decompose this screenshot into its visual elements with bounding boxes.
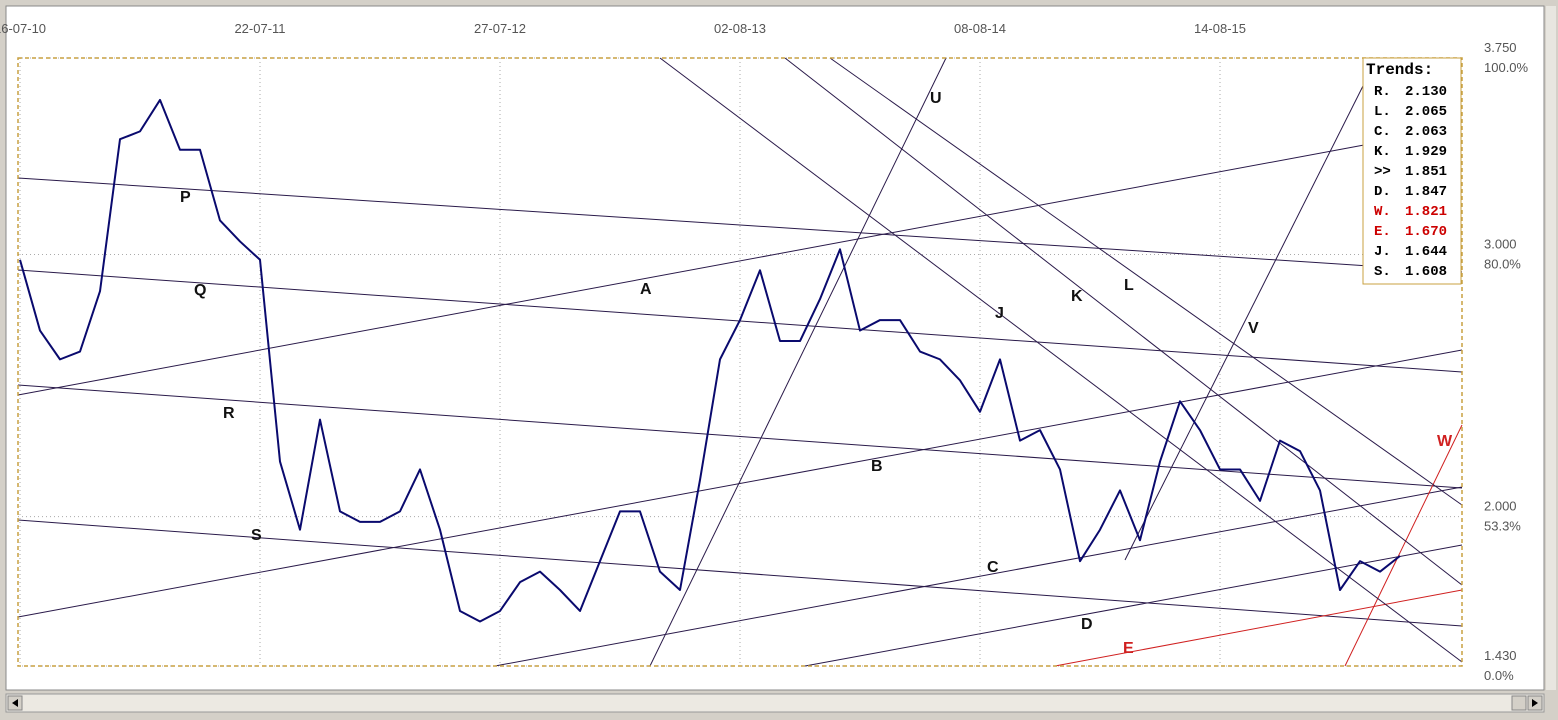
- annotation: Q: [194, 282, 206, 299]
- trend-line-red: [1054, 589, 1463, 667]
- chart-background: [5, 5, 1545, 691]
- trend-line: [829, 57, 1463, 506]
- x-tick-label: 27-07-12: [474, 21, 526, 36]
- x-tick-label: 16-07-10: [0, 21, 46, 36]
- legend-value: 1.929: [1405, 144, 1447, 160]
- side-strip: [1546, 6, 1556, 690]
- legend-name: K.: [1374, 144, 1391, 160]
- y-tick-percent: 100.0%: [1484, 60, 1529, 75]
- x-tick-label: 22-07-11: [234, 21, 285, 36]
- legend-value: 1.851: [1405, 164, 1447, 180]
- annotation: C: [987, 559, 999, 576]
- trend-line: [17, 349, 1463, 618]
- annotations: P Q R S A B C D E U J K L V W: [180, 90, 1453, 657]
- legend-title: Trends:: [1366, 61, 1433, 79]
- legend-name: C.: [1374, 124, 1391, 140]
- scroll-left-arrow: [12, 699, 18, 707]
- legend-value: 1.670: [1405, 224, 1447, 240]
- annotation: B: [871, 458, 883, 475]
- legend-value: 1.821: [1405, 204, 1447, 220]
- series: [19, 98, 1401, 623]
- annotation: L: [1124, 277, 1134, 294]
- plot-border: [17, 57, 1463, 667]
- trend-line: [1124, 79, 1367, 561]
- x-tick-label: 08-08-14: [954, 21, 1006, 36]
- legend-name: R.: [1374, 84, 1391, 100]
- price-line: [19, 98, 1401, 623]
- legend-name: >>: [1374, 164, 1391, 180]
- y-tick-percent: 80.0%: [1484, 257, 1521, 272]
- trend-line-red: [1344, 424, 1463, 667]
- annotation: W: [1437, 433, 1453, 450]
- trend-lines: [17, 57, 1463, 667]
- legend-name: J.: [1374, 244, 1391, 260]
- legend-value: 1.644: [1405, 244, 1447, 260]
- trend-line: [17, 519, 1463, 627]
- annotation: U: [930, 90, 942, 107]
- annotation: E: [1123, 640, 1134, 657]
- y-tick-label: 3.750: [1484, 40, 1517, 55]
- legend-name: D.: [1374, 184, 1391, 200]
- legend-value: 1.847: [1405, 184, 1447, 200]
- legend-name: L.: [1374, 104, 1391, 120]
- trend-line: [17, 177, 1463, 273]
- annotation: P: [180, 189, 191, 206]
- y-tick-percent: 0.0%: [1484, 668, 1514, 683]
- legend-value: 2.063: [1405, 124, 1447, 140]
- legend-value: 2.130: [1405, 84, 1447, 100]
- annotation: V: [1248, 320, 1259, 337]
- annotation: K: [1071, 288, 1083, 305]
- legend-name: S.: [1374, 264, 1391, 280]
- trend-line: [17, 384, 1463, 489]
- annotation: S: [251, 527, 262, 544]
- x-tick-label: 14-08-15: [1194, 21, 1246, 36]
- trend-line: [659, 57, 1463, 663]
- scroll-thumb[interactable]: [1511, 695, 1527, 711]
- trend-line: [649, 57, 947, 667]
- legend-value: 2.065: [1405, 104, 1447, 120]
- legend-name: E.: [1374, 224, 1391, 240]
- x-tick-label: 02-08-13: [714, 21, 766, 36]
- legend-value: 1.608: [1405, 264, 1447, 280]
- legend: Trends: R. 2.130 L. 2.065 C. 2.063 K. 1.929 >> 1.…: [1362, 57, 1462, 285]
- legend-box: [1362, 57, 1462, 285]
- scroll-right-arrow: [1532, 699, 1538, 707]
- trend-line: [804, 544, 1463, 667]
- y-tick-label: 1.430: [1484, 648, 1517, 663]
- y-tick-label: 3.000: [1484, 237, 1517, 252]
- annotation: J: [995, 305, 1004, 322]
- annotation: R: [223, 405, 235, 422]
- annotation: A: [640, 281, 652, 298]
- scrollbar[interactable]: [5, 693, 1545, 713]
- trend-line: [784, 57, 1463, 586]
- trend-line: [494, 486, 1463, 667]
- trend-line: [17, 144, 1365, 396]
- y-tick-percent: 53.3%: [1484, 519, 1521, 534]
- annotation: D: [1081, 616, 1093, 633]
- legend-name: W.: [1374, 204, 1391, 220]
- y-tick-label: 2.000: [1484, 499, 1517, 514]
